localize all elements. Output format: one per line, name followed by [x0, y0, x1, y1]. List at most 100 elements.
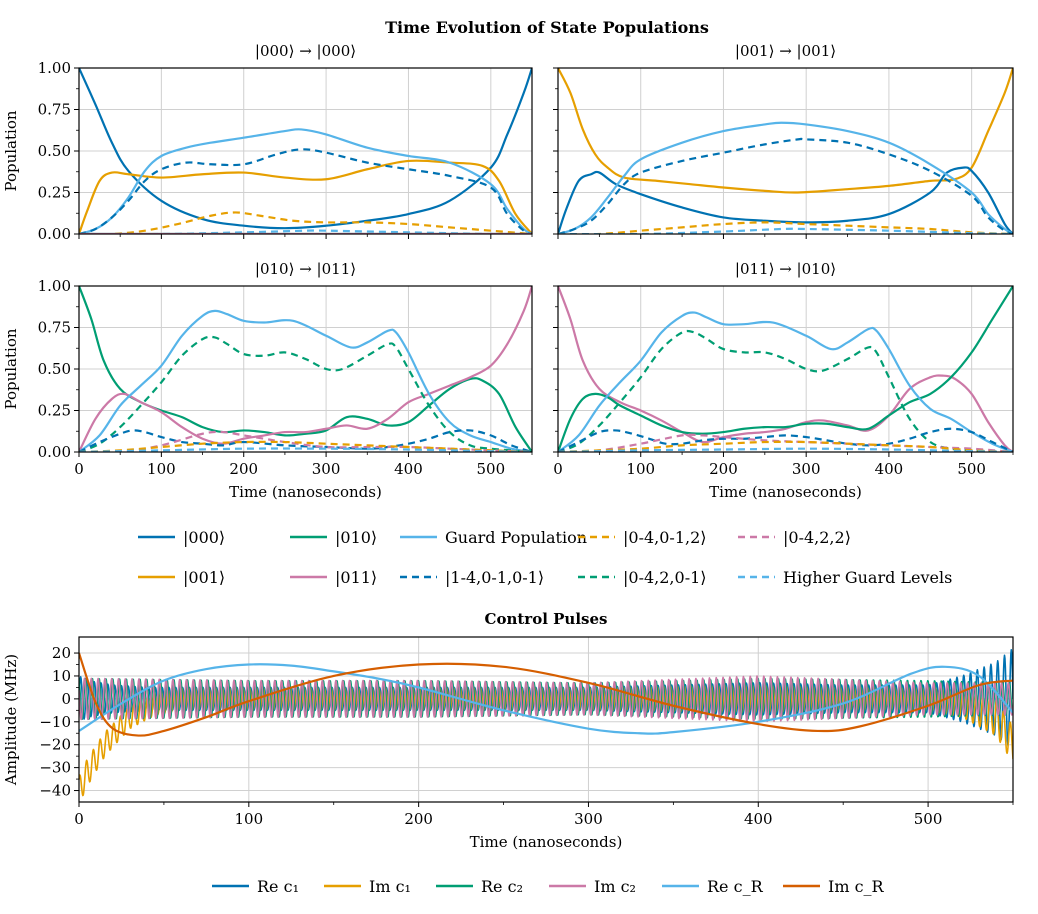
- series-line: [558, 440, 1013, 452]
- x-tick-label: 100: [234, 810, 263, 828]
- series-line: [79, 309, 532, 452]
- y-tick-label: 0.50: [38, 360, 71, 378]
- x-tick-label: 0: [553, 460, 563, 478]
- plot-area: [558, 68, 1013, 234]
- series-line: [558, 68, 1013, 194]
- population-panel-000: |000⟩ → |000⟩ 0.00 0.25 0.50 0.75 1.00 Populat…: [2, 42, 533, 243]
- x-tick-label: 500: [957, 460, 986, 478]
- x-tick-label: 0: [74, 460, 84, 478]
- y-tick-label: −10: [39, 713, 71, 731]
- legend-label: |0-4,2,2⟩: [783, 528, 851, 547]
- legend-label: |011⟩: [335, 568, 377, 587]
- panel-title: |010⟩ → |011⟩: [255, 260, 356, 278]
- series-line: [558, 227, 1013, 234]
- axes-frame: [78, 636, 1014, 803]
- figure-suptitle: Time Evolution of State Populations: [385, 18, 709, 37]
- series-line: [558, 121, 1013, 234]
- series-line: [79, 286, 532, 452]
- legend-label: |001⟩: [183, 568, 225, 587]
- y-axis-label: Amplitude (MHz): [2, 654, 20, 786]
- legend-label: Higher Guard Levels: [783, 568, 952, 587]
- y-tick-label: 0.75: [38, 319, 71, 337]
- x-tick-label: 0: [74, 810, 84, 828]
- series-line: [79, 128, 532, 234]
- y-tick-label: 0.00: [38, 225, 71, 243]
- x-tick-label: 300: [312, 460, 341, 478]
- series-line: [79, 148, 532, 234]
- axes-frame: [78, 285, 533, 453]
- panel-title: Control Pulses: [485, 610, 608, 628]
- x-tick-label: 100: [626, 460, 655, 478]
- y-tick-label: 1.00: [38, 277, 71, 295]
- legend-label: |0-4,0-1,2⟩: [623, 528, 707, 547]
- legend-label: Re c_R: [707, 877, 764, 896]
- plot-area: [79, 649, 1013, 797]
- series-line: [558, 221, 1013, 234]
- x-tick-label: 200: [404, 810, 433, 828]
- legend-label: Guard Population: [445, 528, 587, 547]
- series-line: [79, 652, 1013, 737]
- series-line: [558, 447, 1013, 452]
- panel-title: |001⟩ → |001⟩: [735, 42, 836, 60]
- y-tick-label: 0.00: [38, 443, 71, 461]
- series-line: [79, 68, 532, 230]
- y-tick-label: 0.75: [38, 101, 71, 119]
- y-axis-label: Population: [2, 110, 20, 191]
- x-tick-label: 400: [394, 460, 423, 478]
- y-tick-label: −20: [39, 736, 71, 754]
- series-line: [79, 335, 532, 452]
- x-tick-label: 300: [574, 810, 603, 828]
- x-tick-label: 400: [744, 810, 773, 828]
- series-line: [79, 159, 532, 234]
- x-tick-label: 100: [147, 460, 176, 478]
- series-line: [79, 440, 532, 452]
- series-line: [558, 137, 1013, 234]
- legend-label: |000⟩: [183, 528, 225, 547]
- series-line: [558, 311, 1013, 452]
- y-tick-label: 0: [61, 690, 71, 708]
- panel-title: |000⟩ → |000⟩: [255, 42, 356, 60]
- series-line: [79, 430, 532, 452]
- axes-frame: [78, 67, 533, 235]
- legend-label: Im c_R: [828, 877, 885, 896]
- plot-area: [558, 286, 1013, 452]
- y-tick-label: −30: [39, 759, 71, 777]
- axes-frame: [557, 285, 1014, 453]
- legend-label: |0-4,2,0-1⟩: [623, 568, 707, 587]
- x-axis-label: Time (nanoseconds): [229, 483, 382, 501]
- x-tick-label: 500: [914, 810, 943, 828]
- x-axis-label: Time (nanoseconds): [470, 833, 623, 851]
- legend-label: Re c₁: [257, 877, 299, 896]
- legend-label: |010⟩: [335, 528, 377, 547]
- y-tick-label: 0.25: [38, 184, 71, 202]
- pulse-legend: Re c₁ Im c₁ Re c₂ Im c₂ Re c_R Im c_R: [212, 877, 885, 896]
- y-tick-label: 0.25: [38, 402, 71, 420]
- series-line: [558, 433, 1013, 452]
- y-tick-label: −40: [39, 782, 71, 800]
- population-panel-001: |001⟩ → |001⟩: [553, 42, 1014, 239]
- series-line: [79, 211, 532, 234]
- series-line: [79, 429, 532, 452]
- series-line: [79, 663, 1013, 735]
- y-tick-label: 1.00: [38, 59, 71, 77]
- y-axis-label: Population: [2, 328, 20, 409]
- series-line: [558, 166, 1013, 234]
- x-axis-label: Time (nanoseconds): [709, 483, 862, 501]
- population-panel-011: |011⟩ → |010⟩ 0 100 200 300 400 500 Time (nanos…: [553, 260, 1014, 501]
- legend-label: Re c₂: [481, 877, 523, 896]
- series-line: [558, 329, 1013, 452]
- plot-area: [79, 286, 532, 452]
- legend-label: |1-4,0-1,0-1⟩: [445, 568, 544, 587]
- population-legend: |000⟩ |010⟩ Guard Population |0-4,0-1,2⟩ |0-…: [138, 528, 952, 587]
- x-tick-label: 500: [476, 460, 505, 478]
- axes-frame: [557, 67, 1014, 235]
- x-tick-label: 200: [229, 460, 258, 478]
- legend-label: Im c₁: [369, 877, 411, 896]
- x-tick-label: 200: [709, 460, 738, 478]
- population-panel-010: |010⟩ → |011⟩ 0 100 200 300 400 500 0.00 0.25 0.5…: [2, 260, 533, 501]
- x-tick-label: 300: [792, 460, 821, 478]
- x-tick-label: 400: [875, 460, 904, 478]
- y-tick-label: 20: [52, 644, 71, 662]
